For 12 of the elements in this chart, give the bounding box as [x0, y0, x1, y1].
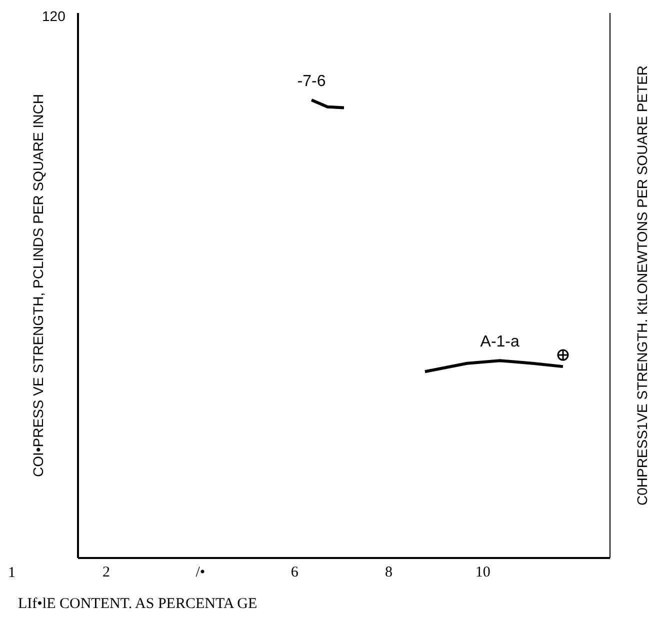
y-axis-title: COI•PRESS VE STRENGTH, PCLINDS PER SQUARE INCH — [30, 94, 46, 477]
x-axis-title: LIf•lE CONTENT. AS PERCENTA GE — [18, 596, 258, 612]
text: 120 — [42, 8, 66, 24]
series-label: -7-6 — [297, 73, 326, 90]
x-tick-label: 2 — [102, 564, 110, 581]
x-tick-label: 8 — [384, 564, 392, 581]
x-tick-label: /• — [196, 564, 206, 581]
series-label: A-1-a — [480, 334, 520, 351]
text: 1 — [8, 565, 16, 582]
y2-axis-title: C0HPRESS1VE STRENGTH. KtLONEWTONS PER SOUARE PETER — [634, 65, 650, 506]
x-tick-label: 10 — [475, 564, 490, 581]
x-tick-label: 6 — [290, 564, 299, 581]
